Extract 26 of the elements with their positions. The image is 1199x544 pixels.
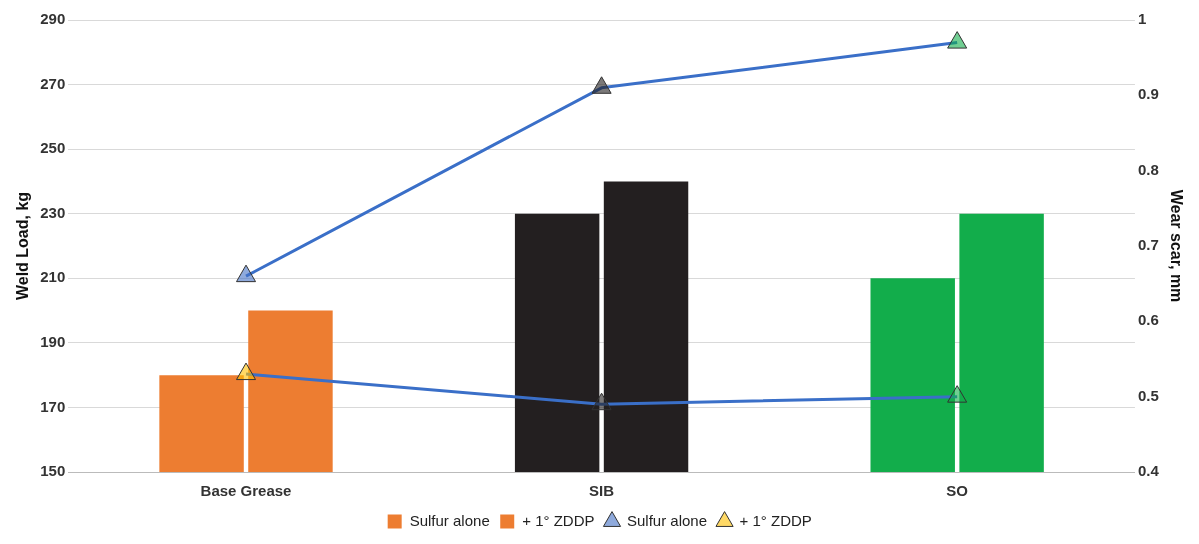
y-tick-label: 210 bbox=[40, 268, 66, 286]
point bbox=[235, 264, 257, 283]
y2-tick-label: 0.5 bbox=[1137, 386, 1159, 404]
y-tick-label: 250 bbox=[40, 139, 66, 157]
y2-tick-label: 0.7 bbox=[1137, 236, 1159, 254]
x-tick-label: SIB bbox=[589, 482, 615, 500]
legend-label: Sulfur alone bbox=[627, 511, 708, 529]
y-tick-label: 230 bbox=[40, 203, 66, 221]
y2-tick-label: 0.8 bbox=[1137, 160, 1159, 178]
y-tick-label: 290 bbox=[40, 10, 66, 28]
y-tick-label: 150 bbox=[40, 462, 66, 480]
legend-label: + 1° ZDDP bbox=[522, 511, 595, 529]
y2-tick-label: 0.6 bbox=[1137, 311, 1159, 329]
x-tick-label: Base Grease bbox=[200, 482, 292, 500]
y2-tick-label: 0.9 bbox=[1137, 85, 1159, 103]
point bbox=[235, 362, 257, 381]
y-tick-label: 170 bbox=[40, 397, 66, 415]
y2-tick-label: 1 bbox=[1137, 10, 1147, 28]
y2-tick-label: 0.4 bbox=[1137, 462, 1160, 480]
legend-label: Sulfur alone bbox=[409, 511, 490, 529]
y2-axis-title: Wear scar, mm bbox=[1167, 189, 1185, 303]
legend-label: + 1° ZDDP bbox=[739, 511, 812, 529]
y-tick-label: 190 bbox=[40, 333, 66, 350]
y-tick-label: 270 bbox=[40, 74, 66, 92]
y-axis-title: Weld Load, kg bbox=[14, 191, 32, 301]
x-tick-label: SO bbox=[946, 482, 969, 500]
